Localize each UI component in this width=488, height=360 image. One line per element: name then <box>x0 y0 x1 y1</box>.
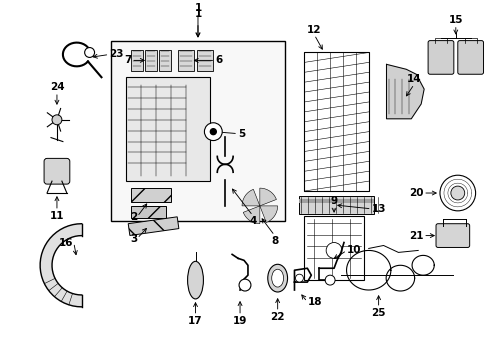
Polygon shape <box>259 206 277 222</box>
Bar <box>299 196 373 214</box>
Polygon shape <box>40 224 81 307</box>
Polygon shape <box>243 206 259 224</box>
Circle shape <box>210 129 216 135</box>
Text: 1: 1 <box>194 9 201 19</box>
Text: 3: 3 <box>130 234 137 244</box>
Text: 22: 22 <box>270 312 285 322</box>
FancyBboxPatch shape <box>44 158 70 184</box>
Text: 11: 11 <box>50 211 64 221</box>
Bar <box>177 50 193 71</box>
FancyBboxPatch shape <box>457 41 483 74</box>
Bar <box>131 50 143 71</box>
Text: 7: 7 <box>123 55 131 66</box>
Bar <box>304 216 363 280</box>
Circle shape <box>450 186 464 200</box>
FancyBboxPatch shape <box>435 224 468 247</box>
Text: 5: 5 <box>238 129 245 139</box>
Text: 6: 6 <box>215 55 222 66</box>
Text: 1: 1 <box>194 3 201 13</box>
Polygon shape <box>259 188 276 206</box>
Bar <box>304 53 368 191</box>
Bar <box>145 50 157 71</box>
Text: 8: 8 <box>270 235 278 246</box>
Circle shape <box>325 275 334 285</box>
Bar <box>131 206 165 218</box>
Text: 18: 18 <box>307 297 321 307</box>
Bar <box>131 188 170 202</box>
Text: 13: 13 <box>371 204 386 214</box>
Text: 17: 17 <box>188 316 203 326</box>
Text: 2: 2 <box>130 212 137 222</box>
Ellipse shape <box>187 261 203 299</box>
FancyBboxPatch shape <box>427 41 453 74</box>
Circle shape <box>239 279 250 291</box>
Text: 19: 19 <box>232 316 247 326</box>
Text: 15: 15 <box>447 15 462 25</box>
Text: 14: 14 <box>406 74 421 84</box>
Bar <box>126 77 210 181</box>
Polygon shape <box>386 64 423 119</box>
Circle shape <box>84 48 94 58</box>
Circle shape <box>52 115 62 125</box>
Bar <box>299 199 373 203</box>
Bar <box>128 217 179 235</box>
Text: 10: 10 <box>346 246 361 256</box>
Text: 12: 12 <box>306 25 321 35</box>
Bar <box>159 50 170 71</box>
Text: 25: 25 <box>370 308 385 318</box>
Text: 20: 20 <box>408 188 422 198</box>
Ellipse shape <box>267 264 287 292</box>
Text: 4: 4 <box>249 216 256 226</box>
Circle shape <box>325 243 341 258</box>
Text: 21: 21 <box>408 231 422 240</box>
Text: 9: 9 <box>330 196 337 206</box>
Circle shape <box>295 274 303 282</box>
Polygon shape <box>242 189 259 206</box>
Bar <box>197 50 213 71</box>
Text: 23: 23 <box>109 49 123 59</box>
Bar <box>111 41 284 221</box>
Circle shape <box>439 175 475 211</box>
Text: 24: 24 <box>49 82 64 92</box>
Text: 16: 16 <box>59 238 74 248</box>
Ellipse shape <box>271 269 283 287</box>
Circle shape <box>204 123 222 140</box>
